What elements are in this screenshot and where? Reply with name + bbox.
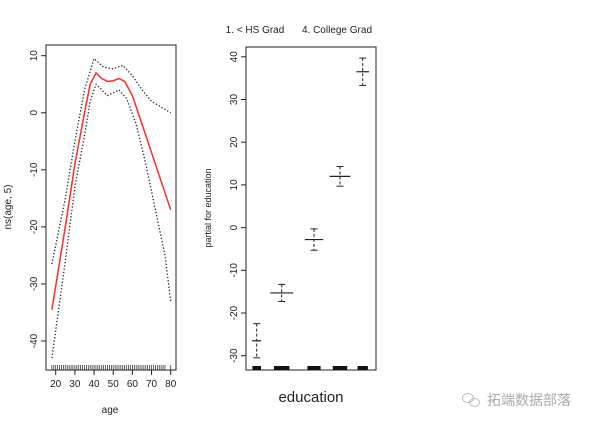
age-fit-line (51, 72, 172, 310)
education-rug (273, 366, 290, 370)
age-xtick-label: 20 (50, 379, 62, 390)
education-ylabel: partial for education (203, 168, 213, 247)
education-panel: 1. < HS Grad 4. College Grad education p… (203, 25, 377, 406)
age-ytick-label: 0 (29, 110, 40, 116)
wechat-icon (462, 393, 482, 407)
education-tick-label-1: 1. < HS Grad (226, 25, 285, 36)
watermark-text: 拓端数据部落 (487, 393, 571, 409)
age-ytick-label: -10 (29, 162, 40, 177)
age-xtick-label: 30 (69, 379, 81, 390)
education-ytick-label: 10 (229, 179, 240, 191)
age-upper-line (51, 57, 172, 265)
watermark: 拓端数据部落 (462, 390, 571, 410)
education-ytick-label: 0 (229, 224, 240, 230)
age-xtick-label: 80 (165, 379, 177, 390)
education-ytick-label: 30 (229, 94, 240, 106)
age-ytick-label: -20 (29, 219, 40, 234)
age-xtick-label: 60 (127, 379, 139, 390)
education-ytick-label: 40 (229, 51, 240, 63)
education-ytick-label: -10 (229, 263, 240, 278)
age-ylabel: ns(age, 5) (3, 184, 14, 229)
age-xlabel: age (102, 405, 119, 416)
education-tick-label-4: 4. College Grad (302, 25, 372, 36)
education-rug (252, 366, 261, 370)
age-ytick-label: -40 (29, 333, 40, 348)
education-rug (307, 366, 321, 370)
education-ytick-label: -20 (229, 305, 240, 320)
education-ytick-label: -30 (229, 348, 240, 363)
age-panel: age ns(age, 5) 20 30 40 50 60 70 80 -40 -30 -20 -1… (3, 44, 177, 416)
age-xtick-label: 40 (88, 379, 100, 390)
age-xtick-label: 50 (108, 379, 120, 390)
age-xtick-label: 70 (146, 379, 158, 390)
age-lower-line (51, 83, 172, 359)
education-plot-frame (245, 46, 377, 371)
education-rug (332, 366, 348, 370)
age-ytick-label: 10 (29, 50, 40, 62)
education-xlabel: education (278, 389, 343, 406)
age-ytick-label: -30 (29, 276, 40, 291)
education-rug (357, 366, 368, 370)
education-ytick-label: 20 (229, 136, 240, 148)
